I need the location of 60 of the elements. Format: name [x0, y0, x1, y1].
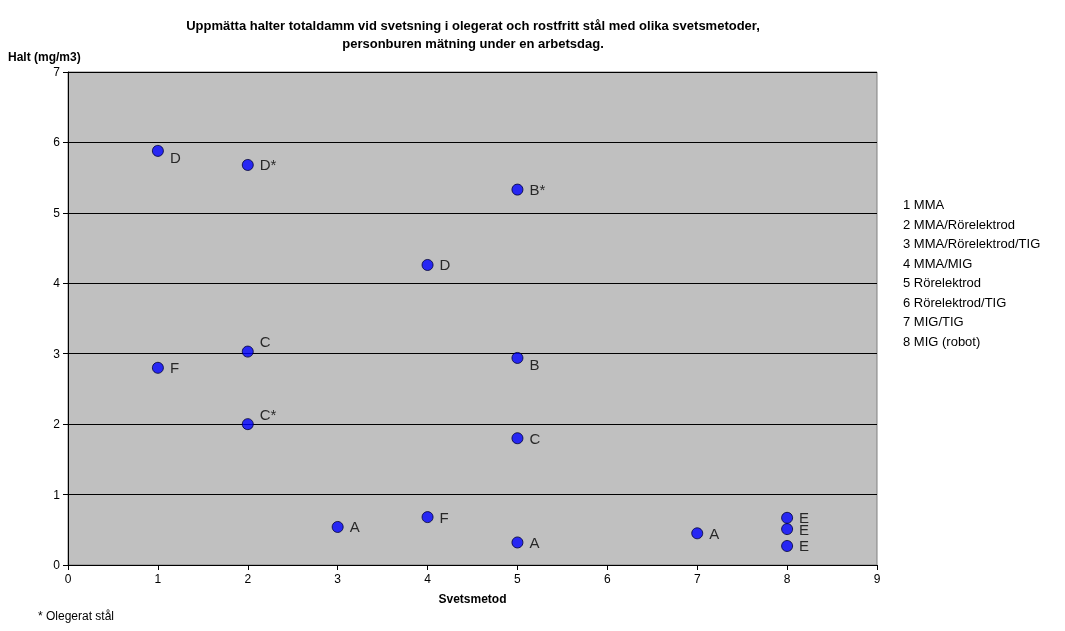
text: 3 MMA/Rörelektrod/TIG [903, 236, 1041, 251]
data-label: F [439, 508, 449, 526]
point [781, 539, 794, 552]
x-tick-label: 8 [783, 572, 791, 586]
data-label: D [169, 149, 181, 167]
point [241, 158, 254, 171]
x-tick-label: 1 [154, 572, 162, 586]
x-tick-label: 5 [514, 572, 522, 586]
text: * Olegerat stål [38, 609, 115, 623]
text: 5 Rörelektrod [903, 275, 982, 290]
x-tick-label: 9 [873, 572, 881, 586]
y-tick-label: 4 [53, 276, 61, 291]
y-tick-label: 7 [53, 65, 61, 79]
y-tick-label: 1 [53, 487, 61, 502]
x-tick-label: 3 [334, 572, 342, 586]
data-label: C* [259, 405, 277, 423]
point [781, 523, 794, 536]
point [421, 511, 434, 524]
text: 6 Rörelektrod/TIG [903, 294, 1007, 310]
text: 7 MIG/TIG [903, 314, 964, 329]
y-tick-label: 5 [53, 205, 61, 220]
point [241, 418, 254, 431]
text: 2 MMA/Rörelektrod [903, 216, 1015, 232]
text: 8 MIG (robot) [903, 333, 981, 349]
x-axis-title: Svetsmetod [438, 592, 507, 606]
x-tick-label: 4 [424, 572, 432, 586]
x-tick-label: 7 [693, 572, 701, 586]
data-label: E [799, 537, 810, 555]
text: 4 MMA/MIG [903, 255, 973, 271]
point [511, 351, 524, 364]
data-label: D* [259, 156, 277, 174]
point [691, 527, 704, 540]
data-label: B [529, 356, 540, 374]
point [511, 536, 524, 549]
data-label: B* [529, 181, 546, 199]
point [511, 183, 524, 196]
data-label: C [529, 429, 541, 447]
y-tick-label: 2 [53, 417, 61, 432]
x-tick-label: 0 [64, 572, 72, 586]
point [421, 258, 434, 271]
data-label: A [529, 533, 540, 551]
y-tick-label: 6 [53, 135, 61, 150]
data-label: A [709, 524, 720, 542]
point [511, 432, 524, 445]
chart-title: Uppmätta halter totaldamm vid svetsning i olegerat och rostfritt stål med olika svetsmetoder, personburen mätning under en arbetsdag. [186, 17, 760, 51]
y-tick-label: 3 [53, 346, 61, 361]
text: 1 MMA [903, 197, 945, 212]
data-label: C [259, 333, 271, 351]
data-label: A [349, 518, 360, 536]
point [781, 511, 794, 524]
point [241, 345, 254, 358]
y-axis-title: Halt (mg/m3) [8, 50, 81, 64]
point [151, 144, 164, 157]
point [331, 520, 344, 533]
y-tick-label: 0 [53, 558, 61, 572]
x-tick-label: 2 [244, 572, 252, 586]
data-label: D [439, 256, 451, 274]
point [151, 361, 164, 374]
x-tick-label: 6 [603, 572, 611, 586]
data-label: F [169, 359, 180, 377]
